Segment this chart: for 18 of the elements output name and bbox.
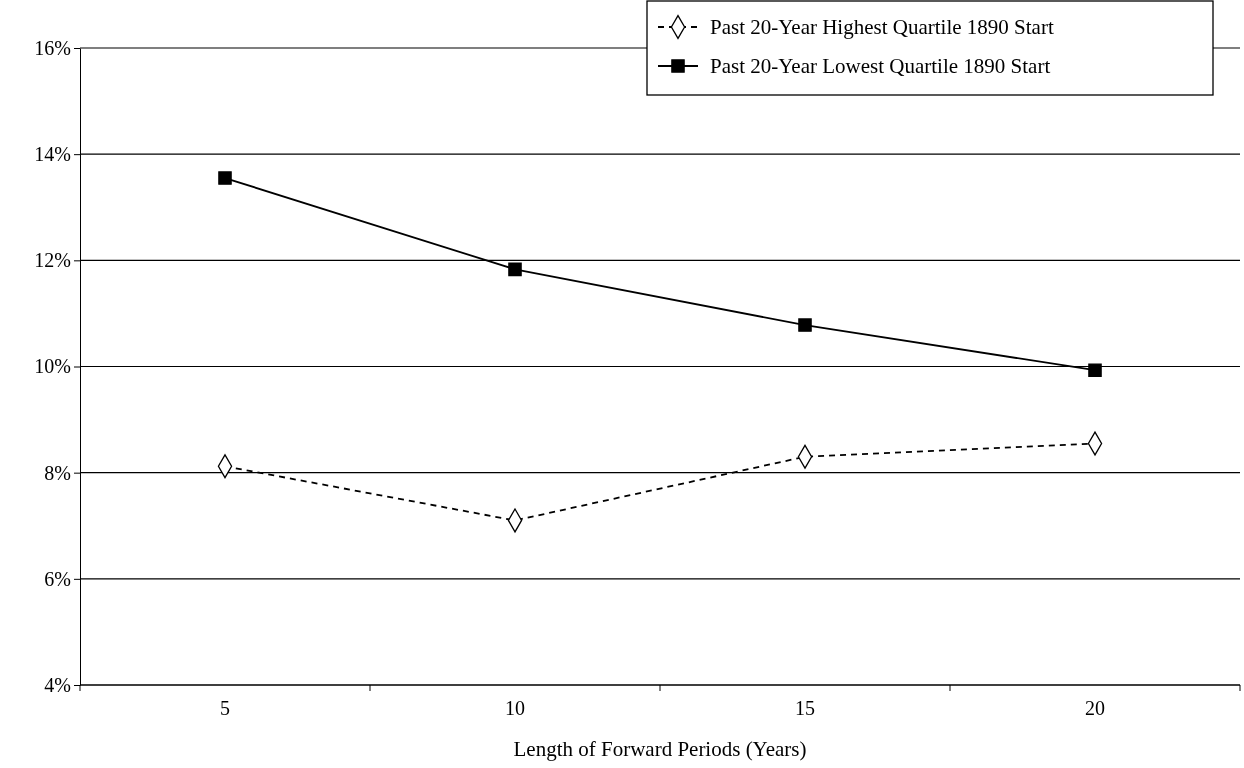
y-tick-label: 12% <box>34 249 71 272</box>
legend-label: Past 20-Year Highest Quartile 1890 Start <box>710 15 1054 39</box>
x-axis-title: Length of Forward Periods (Years) <box>513 737 807 761</box>
y-tick-label: 8% <box>44 461 71 484</box>
point <box>218 171 232 185</box>
y-tick-label: 14% <box>34 143 71 166</box>
point <box>1088 363 1102 377</box>
x-tick-label: 15 <box>795 697 815 719</box>
y-tick-label: 16% <box>34 36 71 59</box>
point <box>508 262 522 277</box>
y-tick-label: 4% <box>44 673 71 696</box>
y-tick-label: 10% <box>34 355 71 378</box>
y-tick-label: 6% <box>44 567 71 590</box>
legend-label: Past 20-Year Lowest Quartile 1890 Start <box>710 54 1051 78</box>
x-tick-label: 10 <box>505 697 525 719</box>
point <box>798 318 812 332</box>
x-tick-label: 5 <box>220 697 230 719</box>
x-tick-label: 20 <box>1085 697 1105 719</box>
